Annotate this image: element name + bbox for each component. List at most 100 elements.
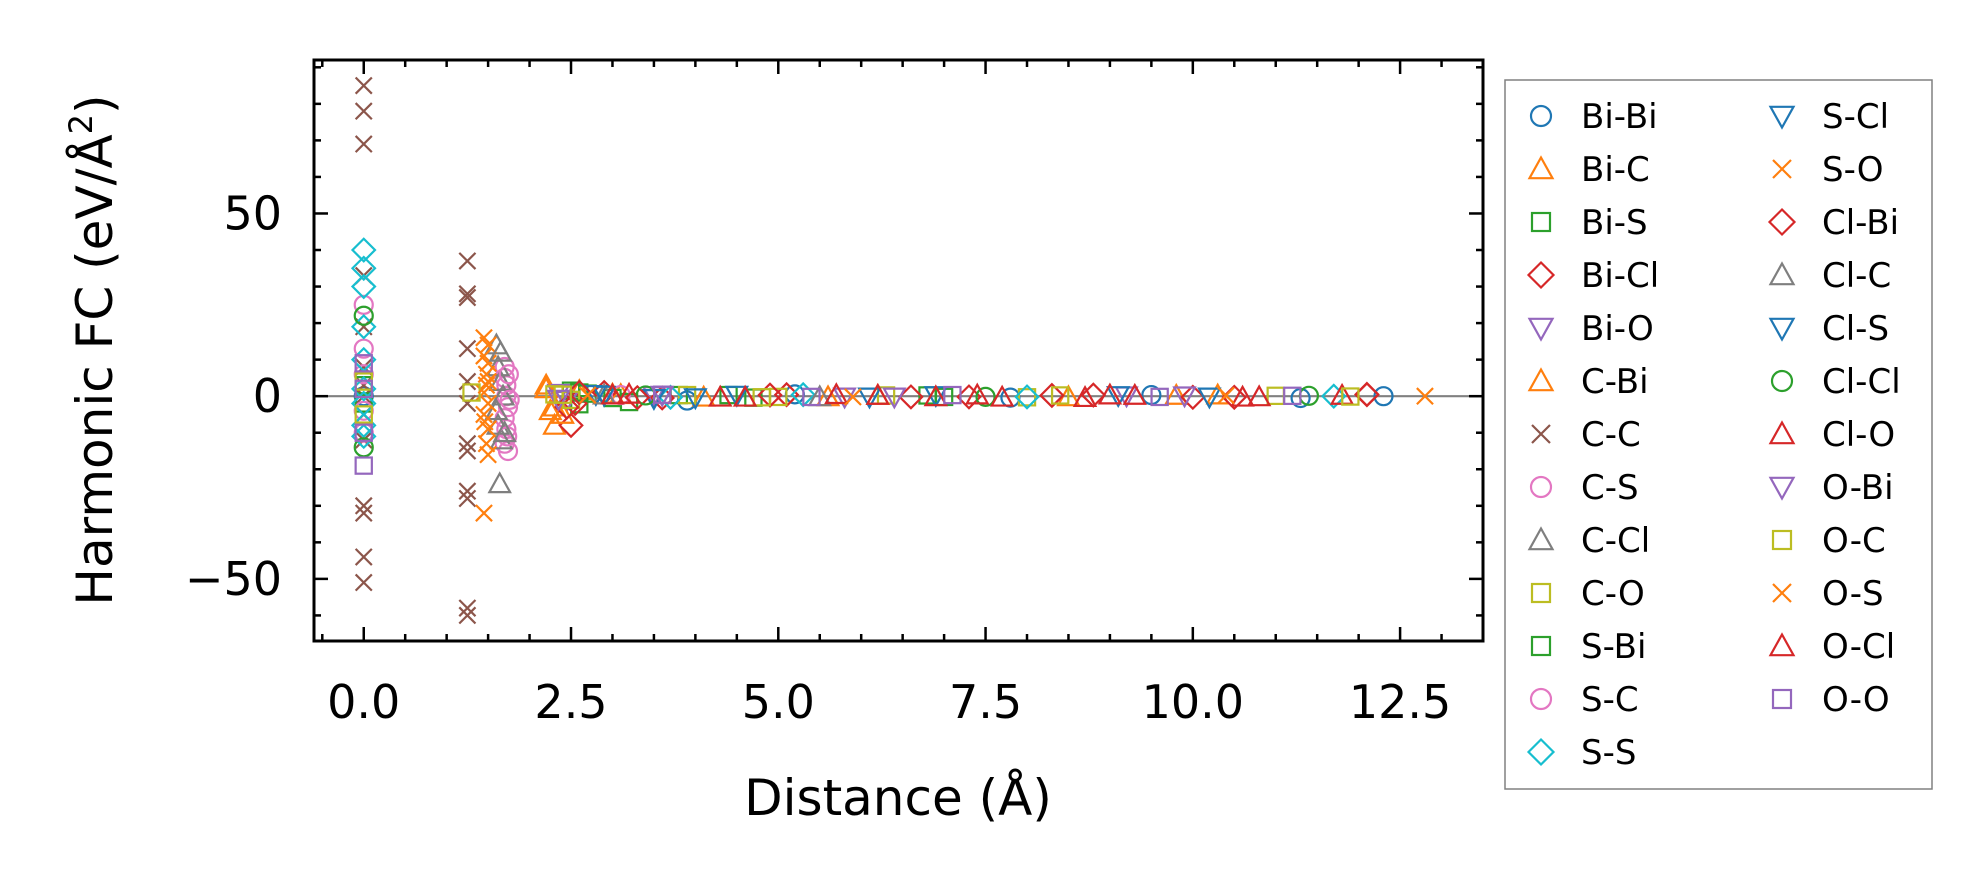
data-point — [354, 548, 373, 566]
legend-item: Bi-C — [1527, 150, 1650, 190]
x-tick-label: 7.5 — [949, 675, 1022, 729]
data-point — [479, 445, 497, 464]
data-point — [458, 606, 477, 625]
legend-marker — [1529, 104, 1553, 128]
data-point — [350, 273, 377, 300]
data-point — [350, 237, 377, 263]
data-point — [1230, 384, 1255, 407]
legend-marker — [1526, 737, 1556, 767]
data-point — [354, 423, 373, 442]
data-point — [475, 504, 493, 522]
data-point — [492, 420, 517, 443]
legend-item: Bi-Bi — [1529, 97, 1658, 137]
data-point — [683, 388, 708, 411]
data-point — [1164, 382, 1189, 405]
data-point — [1039, 382, 1065, 409]
legend-item: S-Bi — [1530, 627, 1646, 667]
data-point — [965, 382, 990, 405]
series-O-Bi — [546, 385, 1197, 412]
data-point — [353, 294, 374, 315]
data-point — [1373, 386, 1394, 407]
y-axis-title: Harmonic FC (eV/Å2) — [62, 94, 124, 605]
data-point — [353, 305, 374, 326]
data-point — [479, 336, 497, 354]
data-point — [1150, 387, 1169, 407]
plot-frame — [312, 58, 1485, 643]
legend-marker — [1768, 476, 1796, 501]
y-axis-title-sup: 2 — [62, 114, 100, 134]
legend-label: Cl-C — [1822, 256, 1891, 296]
data-point — [550, 401, 575, 424]
data-point — [752, 388, 771, 407]
data-point — [458, 599, 477, 617]
series-S-O — [475, 328, 1434, 522]
data-point — [353, 437, 374, 458]
data-point — [354, 354, 373, 373]
legend-label: Bi-C — [1581, 150, 1650, 190]
legend-marker — [1768, 632, 1796, 657]
data-point — [488, 339, 513, 362]
data-point — [857, 387, 882, 410]
data-point — [354, 135, 373, 153]
legend-item: O-S — [1772, 574, 1884, 614]
data-point — [732, 384, 758, 407]
data-point — [354, 456, 373, 475]
data-point — [882, 387, 907, 410]
data-point — [458, 372, 477, 391]
legend-marker — [1768, 261, 1796, 286]
data-point — [1283, 386, 1302, 406]
y-axis-title-close: ) — [66, 94, 124, 114]
legend-item: S-S — [1526, 733, 1636, 773]
data-point — [1014, 384, 1040, 410]
legend-items: Bi-Bi Bi-C Bi-S Bi-Cl Bi-O C-Bi C-C C-S C-Cl C-O S… — [1526, 97, 1901, 773]
legend-label: C-S — [1581, 468, 1639, 508]
data-point — [975, 386, 996, 408]
legend-item: Cl-S — [1768, 309, 1889, 349]
data-point — [1122, 382, 1148, 405]
series-O-O — [354, 354, 1302, 475]
legend-item: Cl-Bi — [1767, 203, 1899, 243]
legend-label: S-Cl — [1822, 97, 1889, 137]
legend-label: Cl-S — [1822, 309, 1889, 349]
data-point — [499, 389, 520, 410]
data-point — [458, 394, 477, 413]
data-point — [1341, 387, 1360, 406]
data-point — [546, 389, 571, 412]
data-point — [458, 339, 477, 358]
legend-marker — [1770, 369, 1794, 393]
legend-item: Bi-S — [1530, 203, 1648, 243]
legend-label: S-C — [1581, 680, 1639, 720]
legend-marker — [1530, 211, 1552, 233]
legend-label: S-Bi — [1581, 627, 1646, 667]
data-point — [653, 385, 672, 404]
legend-marker — [1527, 317, 1555, 342]
data-point — [458, 482, 477, 501]
data-point — [865, 382, 890, 405]
legend-item: C-Cl — [1527, 521, 1650, 561]
legend-label: Cl-Cl — [1822, 362, 1901, 402]
data-point — [989, 384, 1015, 407]
data-point — [353, 338, 374, 359]
legend-box — [1504, 79, 1933, 790]
data-points-layer — [350, 76, 1434, 625]
legend-item: C-C — [1531, 415, 1641, 455]
legend-label: O-S — [1822, 574, 1884, 614]
legend-marker — [1527, 155, 1555, 180]
legend-marker — [1529, 687, 1553, 711]
data-point — [943, 385, 962, 405]
data-point — [832, 387, 857, 410]
data-point — [354, 573, 373, 592]
data-point — [458, 442, 477, 460]
data-point — [475, 412, 494, 431]
x-tick-label: 12.5 — [1349, 675, 1451, 729]
data-point — [354, 394, 373, 413]
legend-label: C-Cl — [1581, 521, 1650, 561]
x-axis-title: Distance (Å) — [744, 769, 1052, 827]
series-C-C — [354, 76, 477, 625]
legend-marker — [1527, 367, 1555, 392]
legend-label: O-O — [1822, 680, 1890, 720]
data-point — [708, 384, 733, 407]
data-point — [1246, 384, 1272, 407]
legend-label: Bi-O — [1581, 309, 1654, 349]
